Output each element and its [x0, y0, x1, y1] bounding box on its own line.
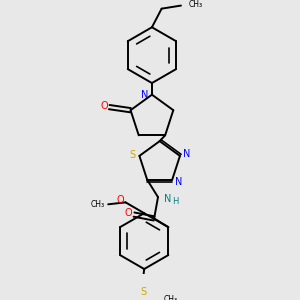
Text: S: S	[140, 287, 146, 297]
Text: H: H	[172, 197, 178, 206]
Text: O: O	[100, 101, 108, 111]
Text: N: N	[141, 90, 149, 100]
Text: CH₃: CH₃	[189, 0, 203, 9]
Text: N: N	[183, 149, 190, 159]
Text: CH₃: CH₃	[90, 200, 104, 209]
Text: S: S	[129, 150, 136, 160]
Text: CH₃: CH₃	[164, 295, 178, 300]
Text: O: O	[125, 208, 132, 218]
Text: N: N	[176, 177, 183, 187]
Text: N: N	[164, 194, 172, 204]
Text: O: O	[116, 195, 124, 206]
